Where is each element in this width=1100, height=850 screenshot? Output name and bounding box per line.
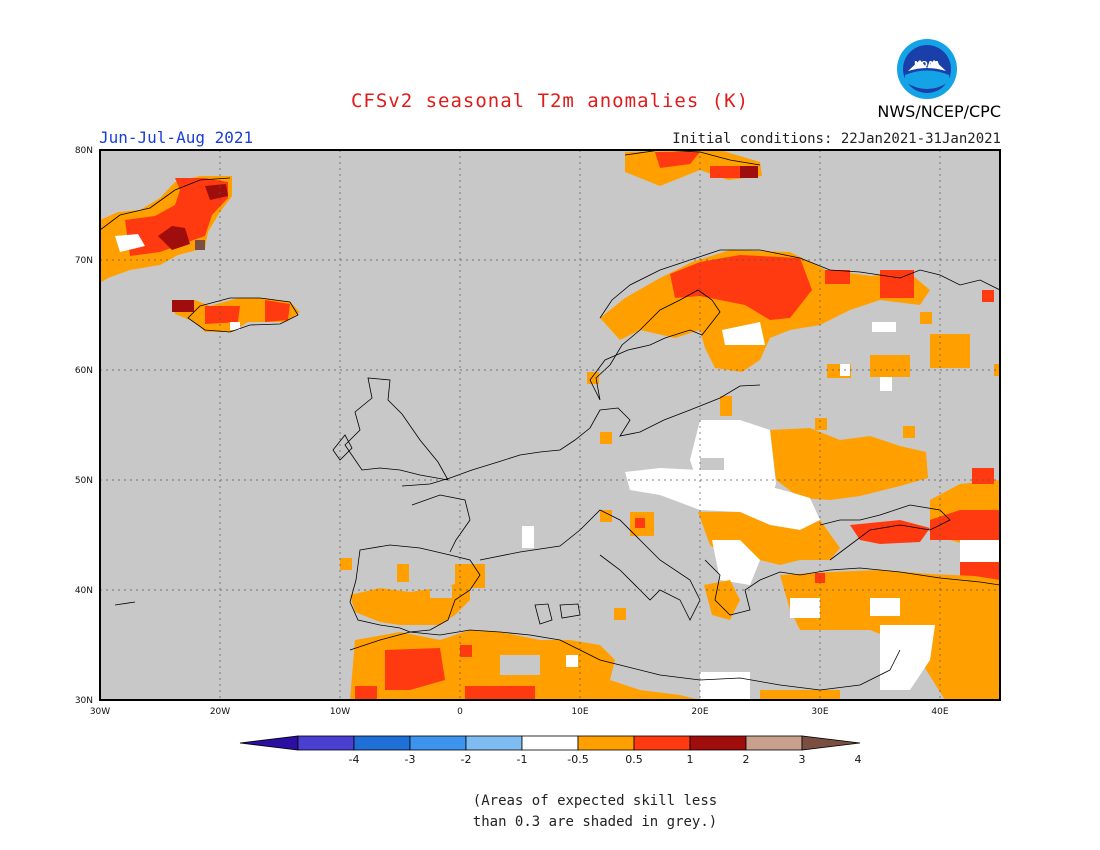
eastern-europe-anomaly	[770, 428, 928, 500]
lat-label: 50N	[75, 476, 93, 486]
greenland-anomaly	[158, 226, 190, 250]
levant-white	[880, 625, 935, 690]
svalbard-anomaly	[655, 152, 700, 168]
lon-label: 0	[457, 707, 463, 717]
lon-label: 30W	[90, 707, 110, 717]
skill-note-line2: than 0.3 are shaded in grey.)	[472, 814, 718, 830]
skill-note-line1: (Areas of expected skill less	[472, 793, 718, 809]
lon-label: 10E	[571, 707, 588, 717]
greenland-anomaly	[205, 184, 228, 200]
lat-label: 30N	[75, 696, 93, 706]
graticule	[100, 150, 1000, 700]
lat-axis: 80N 70N 60N 50N 40N 30N	[75, 146, 93, 706]
svg-text:NOAA: NOAA	[914, 60, 940, 69]
initial-conditions: Initial conditions: 22Jan2021-31Jan2021	[672, 131, 1001, 147]
iceland-anomaly	[205, 306, 240, 324]
anomaly-shading	[100, 150, 1000, 700]
lon-label: 30E	[811, 707, 828, 717]
scandinavia-anomaly	[670, 255, 812, 320]
lon-label: 40E	[931, 707, 948, 717]
coastlines	[100, 150, 1000, 691]
lon-label: 10W	[330, 707, 350, 717]
map-title: CFSv2 seasonal T2m anomalies (K)	[350, 90, 750, 112]
skill-note: (Areas of expected skill less than 0.3 a…	[0, 791, 1100, 833]
north-africa-anomaly	[385, 648, 445, 690]
iceland-anomaly	[265, 300, 290, 322]
lat-label: 60N	[75, 366, 93, 376]
greenland-white	[115, 234, 145, 252]
lat-label: 80N	[75, 146, 93, 156]
black-sea-anomaly	[850, 520, 930, 544]
greenland-anomaly	[125, 178, 228, 256]
lat-label: 40N	[75, 586, 93, 596]
lon-label: 20W	[210, 707, 230, 717]
lon-axis: 30W 20W 10W 0 10E 20E 30E 40E	[90, 707, 949, 717]
lon-label: 20E	[691, 707, 708, 717]
lat-label: 70N	[75, 256, 93, 266]
balkans-white	[712, 540, 760, 585]
central-europe-white	[625, 468, 820, 530]
season-label: Jun-Jul-Aug 2021	[99, 128, 254, 147]
agency-label: NWS/NCEP/CPC	[877, 102, 1001, 121]
finland-white	[722, 322, 765, 345]
map-border	[99, 149, 1001, 701]
noaa-logo-icon: NOAA	[897, 39, 957, 99]
